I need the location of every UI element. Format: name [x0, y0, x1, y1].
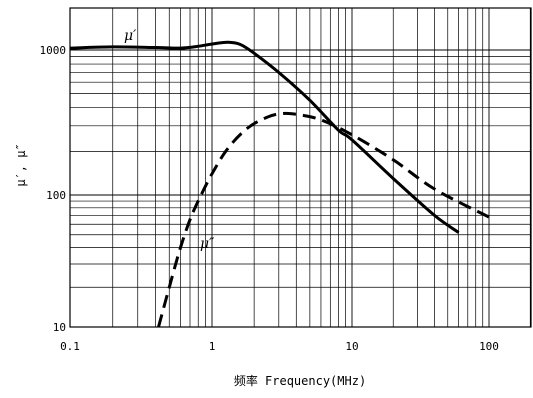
y-tick-label: 100 [46, 189, 66, 202]
x-tick-label: 10 [345, 340, 358, 353]
mu-prime-curve [69, 40, 460, 234]
x-tick-label: 100 [479, 340, 499, 353]
mu-prime-label: μ′ [124, 28, 137, 44]
x-tick-label: 1 [209, 340, 216, 353]
y-axis-label: μ′, μ″ [14, 143, 28, 186]
mu-double-prime-label: μ″ [200, 236, 215, 252]
curves [69, 40, 490, 328]
plot-frame [69, 7, 532, 328]
x-tick-label: 0.1 [60, 340, 80, 353]
x-axis-label: 频率 Frequency(MHz) [234, 373, 366, 388]
grid [69, 8, 531, 328]
y-tick-labels: 10 100 1000 [40, 44, 67, 334]
series-labels: μ′ μ″ [124, 28, 215, 252]
y-tick-label: 1000 [40, 44, 67, 57]
y-tick-label: 10 [53, 321, 66, 334]
x-tick-labels: 0.1 1 10 100 [60, 340, 499, 353]
